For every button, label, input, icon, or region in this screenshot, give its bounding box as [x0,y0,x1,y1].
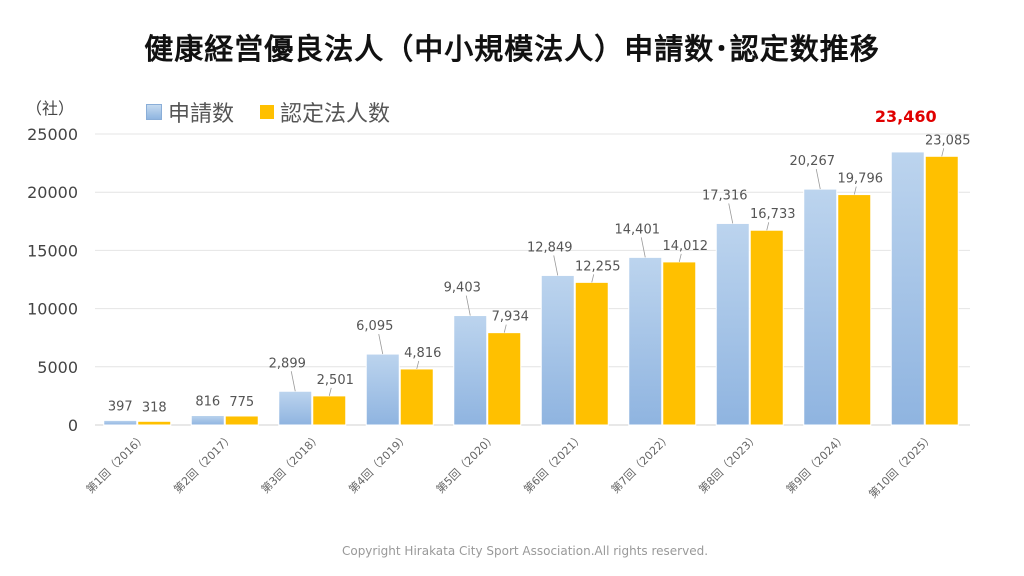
bar-certified [749,229,784,426]
y-tick-label: 0 [68,416,78,435]
leader-line [766,222,770,231]
y-tick-label: 15000 [27,241,78,260]
legend-swatch [146,104,162,120]
data-label-certified: 23,085 [925,133,971,148]
bar-applications [453,315,488,426]
leader-line [853,186,857,195]
x-tick-label: 第4回（2019） [346,430,412,496]
bar-certified [574,281,609,426]
chart-title: 健康経営優良法人（中小規模法人）申請数･認定数推移 [144,32,880,66]
leader-line [678,253,682,262]
data-label-applications: 20,267 [790,154,836,169]
data-label-certified: 16,733 [750,207,796,222]
bar-certified [662,261,697,426]
leader-line [465,295,471,316]
bar-applications [628,256,663,426]
y-tick-label: 20000 [27,183,78,202]
bar-certified [224,415,259,426]
bar-applications [365,353,400,426]
data-label-certified: 14,012 [663,239,709,254]
legend-label: 認定法人数 [280,102,391,127]
data-label-applications: 2,899 [269,356,306,371]
legend-item-certified: 認定法人数 [260,96,390,128]
bar-certified [487,332,522,426]
copyright-footer: Copyright Hirakata City Sport Associatio… [341,544,709,558]
legend-label: 申請数 [168,102,235,127]
data-label-certified: 775 [229,395,254,410]
legend: 申請数 認定法人数 [146,96,416,128]
leader-line [591,274,595,283]
data-label-applications: 23,460 [875,107,937,126]
leader-line [815,169,821,190]
leader-line [378,333,384,355]
bar-applications [103,419,138,426]
leader-line [553,255,559,276]
legend-item-applications: 申請数 [146,96,234,128]
y-axis-unit: （社） [26,99,75,118]
bar-certified [137,420,172,426]
data-label-applications: 17,316 [702,188,748,203]
data-label-applications: 816 [195,395,220,410]
x-tick-label: 第2回（2017） [171,430,237,496]
leader-line [416,360,420,370]
data-label-certified: 2,501 [317,373,354,388]
bar-certified [837,194,872,426]
bar-certified [924,155,959,426]
leader-line [640,237,646,258]
leader-line [328,387,332,396]
data-label-applications: 397 [108,399,133,414]
y-tick-label: 10000 [27,300,78,319]
leader-line [728,203,734,224]
data-label-certified: 19,796 [838,172,884,187]
data-label-applications: 6,095 [356,319,393,334]
bar-applications [890,151,925,426]
x-tick-label: 第3回（2018） [258,430,324,496]
bar-applications [540,274,575,426]
data-label-certified: 12,255 [575,259,621,274]
data-label-certified: 4,816 [404,346,441,361]
x-tick-label: 第5回（2020） [433,430,499,496]
bar-certified [312,395,347,426]
leader-line [503,324,507,333]
data-label-applications: 9,403 [444,281,481,296]
bar-applications [190,415,225,426]
x-tick-label: 第7回（2022） [608,430,674,496]
leader-line [290,371,296,392]
bar-certified [399,368,434,426]
leader-line [941,148,945,157]
x-tick-label: 第8回（2023） [696,430,762,496]
legend-swatch [260,105,275,119]
x-tick-label: 第9回（2024） [783,430,849,496]
bar-applications [715,222,750,426]
y-tick-label: 25000 [27,125,78,144]
data-label-certified: 318 [142,400,167,415]
bar-applications [803,188,838,426]
data-label-applications: 12,849 [527,240,573,255]
data-label-certified: 7,934 [492,310,529,325]
y-tick-label: 5000 [37,358,78,377]
x-tick-label: 第10回（2025） [866,430,937,501]
data-label-applications: 14,401 [615,222,661,237]
x-tick-label: 第1回（2016） [83,430,149,496]
x-tick-label: 第6回（2021） [521,430,587,496]
bar-applications [278,390,313,426]
